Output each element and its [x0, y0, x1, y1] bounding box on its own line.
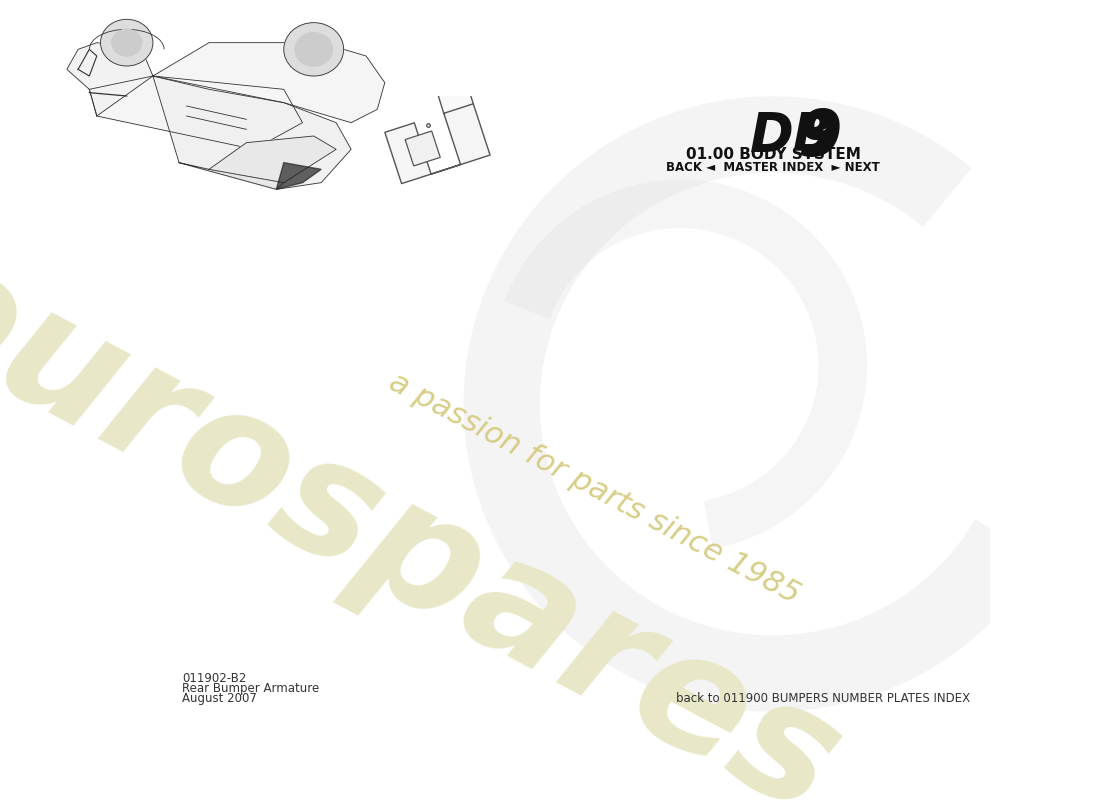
Text: BACK ◄  MASTER INDEX  ► NEXT: BACK ◄ MASTER INDEX ► NEXT [667, 161, 880, 174]
Text: back to 011900 BUMPERS NUMBER PLATES INDEX: back to 011900 BUMPERS NUMBER PLATES IND… [676, 692, 970, 705]
Polygon shape [89, 76, 302, 150]
Polygon shape [179, 162, 284, 190]
Text: DB: DB [750, 110, 834, 162]
Polygon shape [153, 42, 385, 122]
Polygon shape [385, 104, 491, 184]
Bar [405, 131, 440, 166]
Text: Rear Bumper Armature: Rear Bumper Armature [183, 682, 320, 695]
Polygon shape [276, 162, 321, 190]
Circle shape [284, 22, 343, 76]
Text: eurospares: eurospares [0, 222, 865, 800]
Circle shape [112, 30, 142, 56]
Text: a passion for parts since 1985: a passion for parts since 1985 [384, 368, 805, 610]
Polygon shape [209, 136, 337, 182]
Circle shape [100, 19, 153, 66]
Text: 011902-B2: 011902-B2 [183, 672, 246, 685]
Text: 9: 9 [798, 106, 842, 169]
Polygon shape [67, 42, 153, 116]
Text: August 2007: August 2007 [183, 692, 257, 705]
Text: 01.00 BODY SYSTEM: 01.00 BODY SYSTEM [685, 147, 860, 162]
Polygon shape [153, 76, 351, 190]
Circle shape [295, 33, 332, 66]
Polygon shape [417, 0, 528, 114]
